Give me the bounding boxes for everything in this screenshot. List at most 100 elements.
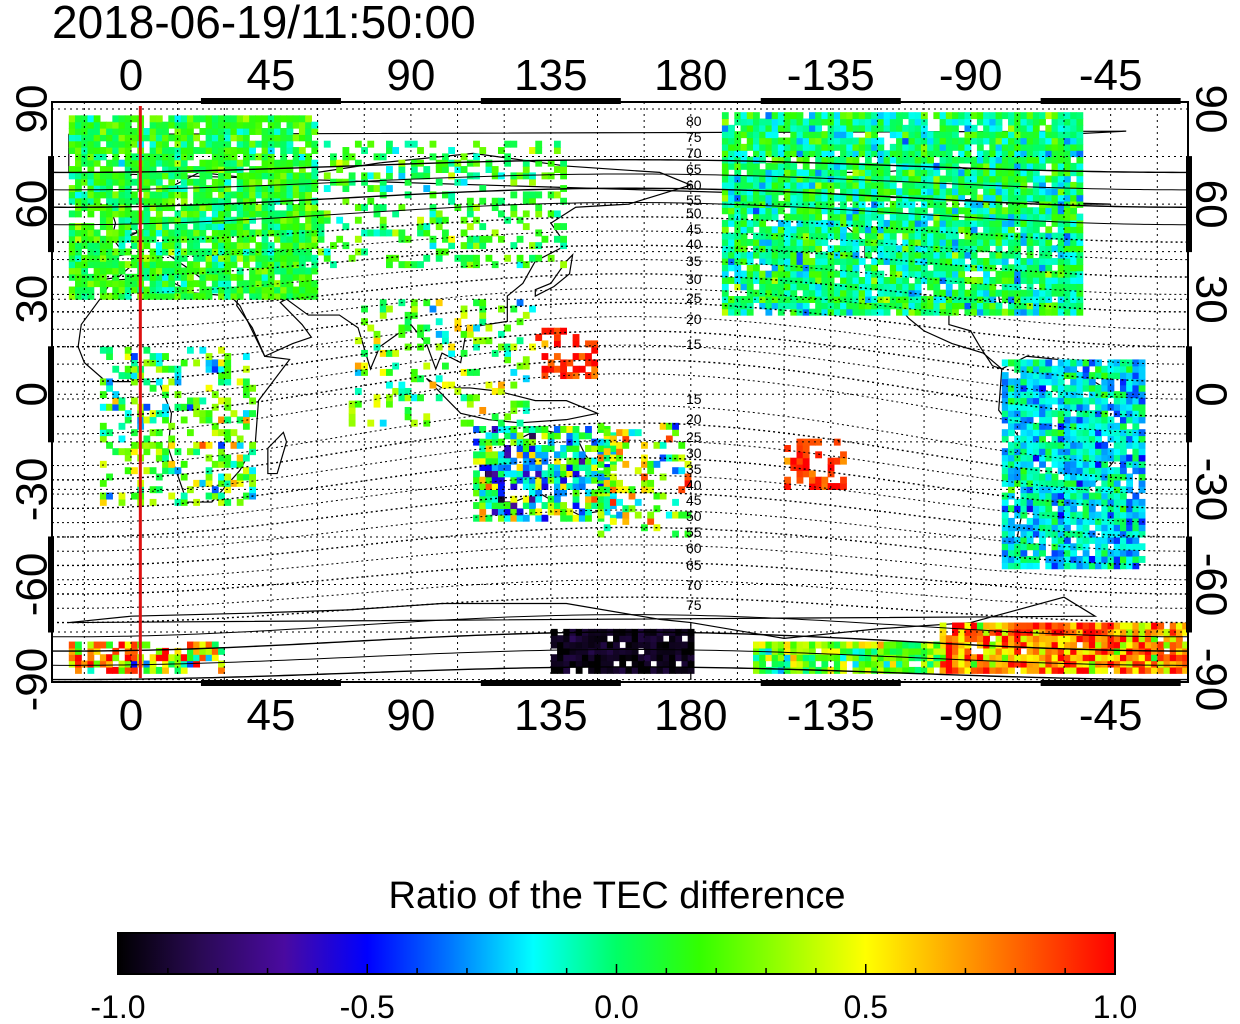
tec-cell <box>186 429 194 437</box>
tec-cell <box>995 238 1003 246</box>
tec-cell <box>497 489 505 497</box>
tec-cell <box>305 134 312 142</box>
tec-cell <box>106 403 113 411</box>
tec-cell <box>914 647 922 655</box>
tec-cell <box>553 508 561 516</box>
tec-cell <box>1132 416 1140 424</box>
tec-cell <box>964 169 972 177</box>
tec-cell <box>550 666 558 674</box>
tec-cell <box>976 175 984 183</box>
tec-cell <box>1076 112 1084 120</box>
tec-cell <box>759 124 767 132</box>
tec-cell <box>311 178 319 186</box>
tec-cell <box>939 175 947 183</box>
tec-cell <box>199 128 207 135</box>
tec-cell <box>1095 511 1102 519</box>
tec-cell <box>442 381 449 389</box>
tec-cell <box>112 147 120 154</box>
tec-cell <box>1039 283 1046 291</box>
tec-cell <box>1082 666 1090 674</box>
tec-cell <box>423 185 431 193</box>
tec-cell <box>908 666 916 674</box>
tec-cell <box>827 641 835 649</box>
tec-cell <box>896 641 903 649</box>
tec-cell <box>846 181 854 189</box>
tec-cell <box>846 647 854 655</box>
tec-cell <box>242 422 250 430</box>
tec-cell <box>821 112 829 120</box>
tec-cell <box>939 143 947 151</box>
tec-cell <box>808 169 816 177</box>
tec-cell <box>796 660 804 668</box>
tec-cell <box>1095 454 1102 462</box>
tec-cell <box>920 137 928 145</box>
tec-cell <box>168 159 176 167</box>
tec-cell <box>1144 635 1152 643</box>
tec-cell <box>1008 505 1015 513</box>
tec-cell <box>858 308 866 316</box>
tec-cell <box>1095 429 1102 437</box>
tec-cell <box>1107 622 1115 630</box>
tec-cell <box>840 143 847 151</box>
tec-cell <box>373 394 381 402</box>
tec-cell <box>1020 226 1028 234</box>
tec-cell <box>914 112 922 120</box>
tec-cell <box>958 181 966 189</box>
tec-cell <box>1001 467 1009 475</box>
tec-cell <box>833 245 841 253</box>
tec-cell <box>734 302 742 310</box>
tec-cell <box>1107 479 1115 487</box>
tec-cell <box>473 172 480 180</box>
tec-cell <box>286 140 294 148</box>
tec-cell <box>392 387 400 395</box>
tec-cell <box>1039 416 1046 424</box>
tec-cell <box>1088 359 1096 367</box>
tec-cell <box>852 188 860 196</box>
tec-cell <box>87 147 95 154</box>
tec-cell <box>199 397 207 405</box>
tec-cell <box>631 660 639 668</box>
tec-cell <box>131 128 138 135</box>
tec-cell <box>242 384 250 392</box>
tec-cell <box>1026 251 1034 259</box>
tec-cell <box>989 175 997 183</box>
tec-cell <box>398 235 406 243</box>
tec-cell <box>920 666 928 674</box>
tec-cell <box>603 438 611 446</box>
tec-cell <box>491 489 499 497</box>
tec-cell <box>619 647 627 655</box>
tec-cell <box>1107 654 1115 662</box>
tec-cell <box>790 213 798 221</box>
tec-cell <box>1020 143 1028 151</box>
tec-cell <box>398 204 406 212</box>
tec-cell <box>99 178 107 186</box>
tec-cell <box>87 121 95 129</box>
tec-cell <box>970 112 978 120</box>
tec-cell <box>280 115 288 123</box>
tec-cell <box>429 242 437 250</box>
tec-cell <box>373 337 381 345</box>
tec-cell <box>174 654 182 662</box>
tec-cell <box>336 159 344 167</box>
tec-cell <box>1107 416 1115 424</box>
tec-cell <box>920 169 928 177</box>
tec-cell <box>864 264 872 272</box>
tec-cell <box>952 118 959 126</box>
tec-cell <box>510 178 518 186</box>
tec-cell <box>970 654 978 662</box>
tec-cell <box>1088 654 1096 662</box>
tec-cell <box>852 124 860 132</box>
tec-cell <box>305 216 312 224</box>
tec-cell <box>877 251 885 259</box>
tec-cell <box>765 251 773 259</box>
tec-cell <box>746 283 754 291</box>
tec-cell <box>746 131 754 139</box>
tec-cell <box>1082 543 1090 551</box>
tec-cell <box>1082 524 1090 532</box>
tec-cell <box>976 162 984 170</box>
tec-cell <box>753 264 760 272</box>
tec-cell <box>644 641 651 649</box>
tec-cell <box>118 197 126 205</box>
tec-cell <box>945 238 953 246</box>
tec-cell <box>354 362 362 370</box>
